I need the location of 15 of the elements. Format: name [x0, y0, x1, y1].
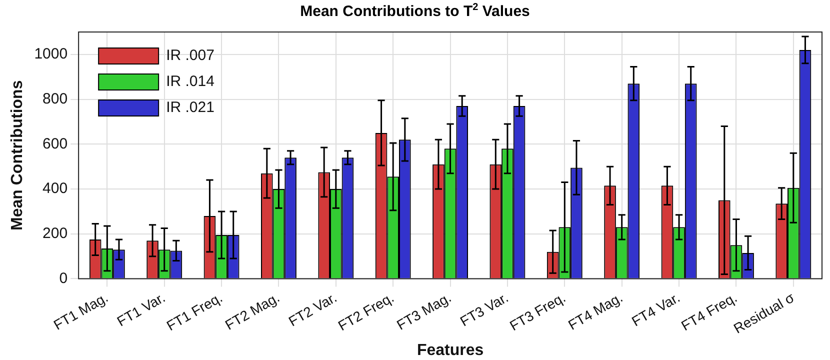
- x-axis-title: Features: [416, 342, 484, 359]
- y-tick-label: 800: [42, 90, 68, 108]
- x-tick-label: FT1 Mag.: [50, 289, 111, 333]
- y-tick-label: 1000: [34, 46, 68, 63]
- legend-label: IR .021: [166, 99, 214, 116]
- chart-title: Mean Contributions to T$^{2}$ Values: [299, 2, 531, 20]
- legend-label: IR .014: [166, 73, 214, 90]
- y-tick-label: 400: [42, 180, 68, 198]
- x-tick-label: FT2 Mag.: [222, 289, 282, 333]
- y-tick-label: 0: [59, 270, 68, 287]
- legend-label: IR .007: [166, 47, 214, 64]
- y-tick-label: 200: [42, 225, 68, 242]
- x-tick-label: FT4 Var.: [628, 289, 682, 330]
- y-axis-title: Mean Contributions: [9, 80, 26, 230]
- y-tick-label: 600: [42, 135, 68, 152]
